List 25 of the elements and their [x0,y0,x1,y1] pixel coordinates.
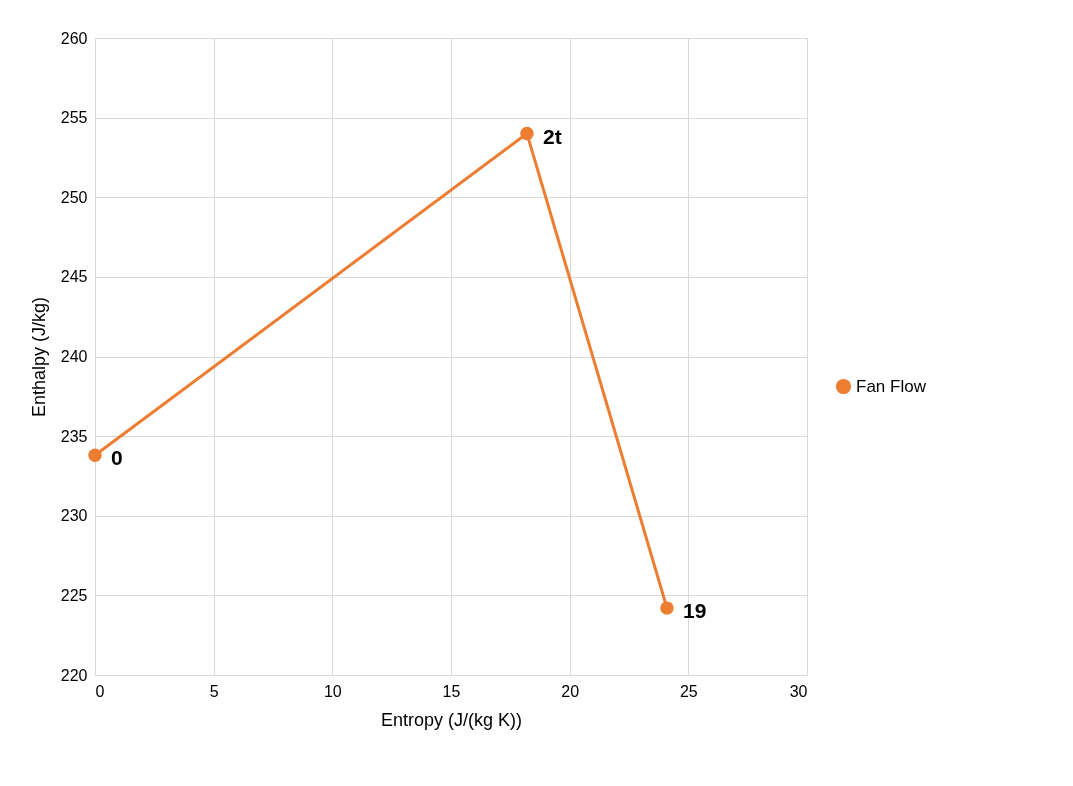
x-tick-label: 15 [442,682,461,700]
point [660,601,674,615]
x-tick-label: 30 [789,682,808,700]
y-tick-label: 245 [60,268,88,286]
point [520,126,534,141]
annotation: 2t [542,124,562,148]
y-tick-label: 255 [60,109,88,127]
x-axis-title: Entropy (J/(kg K)) [380,709,523,730]
point [88,448,102,462]
y-tick-label: 250 [60,188,88,206]
x-tick-label: 0 [95,682,105,700]
x-tick-label: 25 [679,682,698,700]
y-tick-label: 240 [60,348,88,365]
legend-label: Fan Flow [856,376,927,396]
x-tick-label: 5 [209,682,219,700]
x-tick-label: 20 [561,682,580,700]
annotation: 0 [111,446,123,470]
annotation: 19 [682,599,707,623]
y-axis-title: Enthalpy (J/kg) [28,296,49,418]
y-tick-label: 225 [60,586,88,604]
x-tick-label: 10 [323,682,342,700]
y-tick-label: 230 [60,507,88,525]
y-tick-label: 235 [60,427,88,445]
y-tick-label: 260 [60,29,88,47]
y-tick-label: 220 [60,666,88,684]
